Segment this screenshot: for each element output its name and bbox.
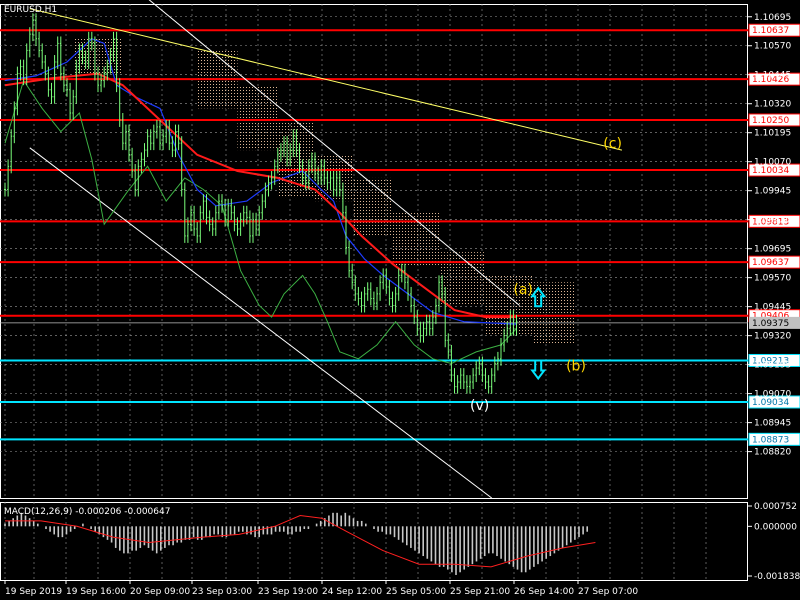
main-frame (0, 4, 748, 499)
price-tick-label: 1.09945 (754, 187, 791, 197)
macd-signal-line (5, 514, 596, 568)
level-label: 1.09406 (752, 312, 789, 322)
level-label: 1.09637 (752, 258, 789, 268)
price-axis: 1.10695 1.10570 1.10445 1.10320 1.10195 1.100… (748, 13, 791, 458)
level-label: 1.10426 (752, 75, 789, 85)
price-tick-label: 1.09195 (754, 361, 791, 371)
macd-tick-label: -0.001838 (754, 572, 800, 582)
price-tick-label: 1.10070 (754, 158, 791, 168)
trendline (29, 147, 493, 499)
level-label: 1.10034 (752, 166, 789, 176)
price-tick-label: 1.08945 (754, 419, 791, 429)
price-tick-label: 1.10570 (754, 42, 791, 52)
level-label-box (748, 214, 800, 228)
level-label-box (748, 163, 800, 177)
cloud-segment (485, 275, 532, 336)
time-tick-label: 19 Sep 2019 (5, 587, 62, 597)
level-label-box (748, 395, 800, 409)
blue-ma-line (4, 38, 517, 325)
macd-tick-label: 0.000000 (754, 522, 797, 532)
price-tick-label: 1.09570 (754, 274, 791, 284)
annotations: (a) (b) (c) (v) (470, 136, 622, 414)
level-label: 1.09813 (752, 217, 789, 227)
current-price-box (749, 316, 800, 329)
time-tick-label: 19 Sep 16:00 (66, 587, 126, 597)
price-tick-label: 1.09820 (754, 216, 791, 226)
wave-label: (b) (566, 358, 586, 374)
down-arrow-icon (530, 359, 547, 381)
level-label: 1.08873 (752, 435, 789, 445)
cloud-segment (532, 282, 576, 345)
time-tick-label: 24 Sep 12:00 (322, 587, 382, 597)
price-tick-label: 1.10445 (754, 71, 791, 81)
time-tick-label: 23 Sep 03:00 (192, 587, 252, 597)
trendline (29, 8, 623, 151)
level-label-box (748, 432, 800, 446)
macd-title: MACD(12,26,9) -0.000206 -0.000647 (4, 507, 170, 517)
price-tick-label: 1.10695 (754, 13, 791, 23)
level-label: 1.10250 (752, 116, 789, 126)
price-tick-label: 1.10195 (754, 129, 791, 139)
wave-label: (a) (513, 282, 533, 298)
current-price-label: 1.09375 (752, 319, 789, 329)
level-label-box (748, 23, 800, 37)
cloud-segment (237, 85, 278, 151)
candles (4, 13, 518, 394)
trendlines[interactable] (29, 0, 623, 499)
trendline (148, 0, 520, 306)
price-tick-label: 1.08820 (754, 448, 791, 458)
time-tick-label: 26 Sep 14:00 (514, 587, 574, 597)
level-label: 1.10637 (752, 26, 789, 36)
time-tick-label: 23 Sep 19:00 (258, 587, 318, 597)
time-tick-label: 25 Sep 05:00 (386, 587, 446, 597)
level-label: 1.09213 (752, 356, 789, 366)
price-tick-label: 1.09320 (754, 332, 791, 342)
level-label-box (748, 255, 800, 269)
time-tick-label: 20 Sep 09:00 (130, 587, 190, 597)
level-label-box (748, 353, 800, 367)
cloud-segment (352, 177, 393, 236)
price-tick-label: 1.10320 (754, 100, 791, 110)
price-tick-label: 1.09445 (754, 303, 791, 313)
time-axis: 19 Sep 2019 19 Sep 16:00 20 Sep 09:00 23 Se… (4, 580, 638, 597)
wave-label: (v) (470, 398, 489, 414)
macd-tick-label: 0.000752 (754, 502, 797, 512)
horizontal-levels[interactable]: 1.10637 1.10426 1.10250 1.10034 1.09813 1.096… (0, 23, 800, 446)
macd-panel: 0.000752 0.000000 -0.001838 (4, 502, 800, 582)
price-tick-label: 1.09695 (754, 245, 791, 255)
time-tick-label: 27 Sep 07:00 (578, 587, 638, 597)
level-label-box (748, 113, 800, 127)
up-arrow-icon (530, 286, 547, 308)
level-label-box (748, 72, 800, 86)
green-indicator-line (4, 79, 517, 365)
time-tick-label: 25 Sep 21:00 (450, 587, 510, 597)
wave-label: (c) (603, 136, 622, 152)
price-tick-label: 1.09070 (754, 390, 791, 400)
macd-frame (0, 502, 748, 581)
level-label: 1.09034 (752, 398, 789, 408)
symbol-title: EURUSD,H1 (4, 5, 57, 15)
cloud-segment (439, 252, 486, 306)
